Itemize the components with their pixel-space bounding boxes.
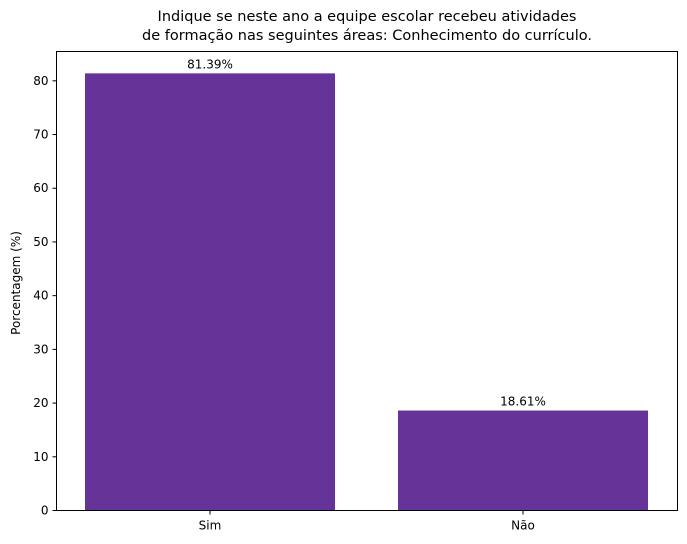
y-axis-label: Porcentagem (%) bbox=[9, 231, 23, 335]
x-tick-label-0: Sim bbox=[199, 519, 222, 533]
x-axis-ticks: Sim Não bbox=[199, 510, 535, 533]
y-tick-label-3: 30 bbox=[33, 342, 48, 356]
chart-title: Indique se neste ano a equipe escolar re… bbox=[142, 9, 592, 44]
y-tick-label-5: 50 bbox=[33, 235, 48, 249]
y-tick-label-6: 60 bbox=[33, 181, 48, 195]
bar-1 bbox=[398, 410, 648, 511]
bar-value-label-1: 18.61% bbox=[500, 395, 546, 409]
y-tick-label-0: 0 bbox=[41, 504, 49, 518]
x-tick-label-1: Não bbox=[511, 519, 535, 533]
bar-labels-group: 81.39% 18.61% bbox=[187, 57, 546, 408]
chart-title-line-1: Indique se neste ano a equipe escolar re… bbox=[158, 9, 577, 25]
y-tick-label-8: 80 bbox=[33, 74, 48, 88]
bar-0 bbox=[85, 73, 335, 511]
y-axis-ticks: 0 10 20 30 40 50 60 70 80 bbox=[33, 74, 57, 518]
plot-area-frame bbox=[56, 51, 678, 511]
chart-title-line-2: de formação nas seguintes áreas: Conheci… bbox=[142, 28, 592, 44]
bar-value-label-0: 81.39% bbox=[187, 57, 233, 71]
y-tick-label-7: 70 bbox=[33, 128, 48, 142]
y-tick-label-1: 10 bbox=[33, 450, 48, 464]
y-tick-label-2: 20 bbox=[33, 396, 48, 410]
bars-group bbox=[85, 73, 648, 511]
y-tick-label-4: 40 bbox=[33, 289, 48, 303]
